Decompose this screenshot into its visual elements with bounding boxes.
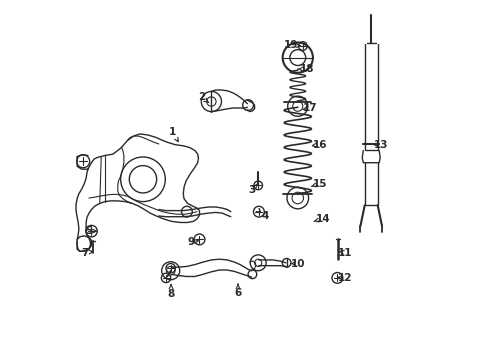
Text: 13: 13 [373,140,388,150]
Text: 14: 14 [315,214,329,224]
Text: 9: 9 [187,237,194,247]
Text: 15: 15 [312,179,326,189]
Text: 3: 3 [248,185,256,195]
Text: 12: 12 [337,273,351,283]
Text: 2: 2 [197,92,204,102]
Text: 10: 10 [290,258,305,269]
Text: 11: 11 [337,248,352,258]
Text: 5: 5 [85,226,92,236]
Text: 18: 18 [299,64,314,74]
Text: 7: 7 [81,248,88,258]
Text: 1: 1 [168,127,176,138]
Text: 16: 16 [312,140,326,150]
Text: 4: 4 [261,211,268,221]
Text: 8: 8 [167,289,174,300]
Text: 6: 6 [234,288,241,298]
Text: 17: 17 [302,103,317,113]
Text: 19: 19 [284,40,298,50]
